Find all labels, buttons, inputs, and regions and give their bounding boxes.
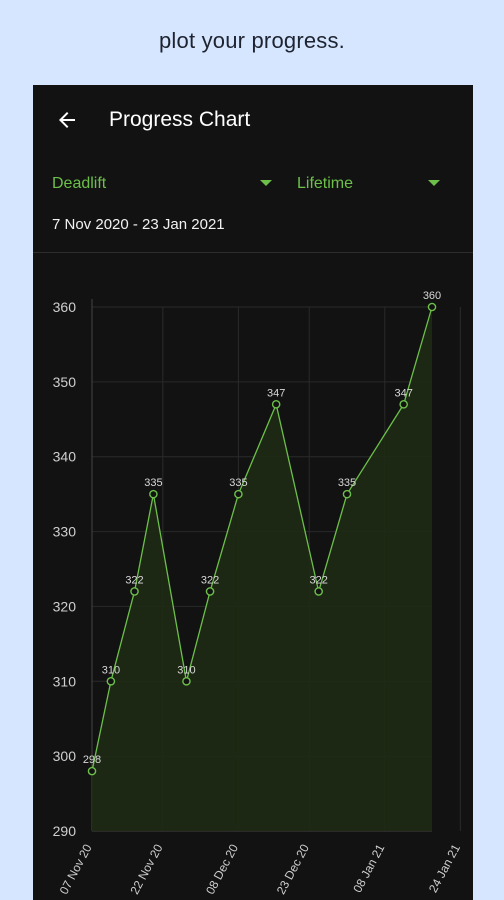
data-point — [106, 676, 116, 686]
data-label: 335 — [229, 477, 247, 489]
y-tick-label: 330 — [53, 524, 77, 540]
promo-caption: plot your progress. — [159, 28, 345, 53]
data-label: 322 — [309, 574, 327, 586]
x-tick-label: 08 Dec 20 — [203, 842, 241, 897]
y-tick-label: 290 — [53, 823, 77, 839]
data-label: 298 — [83, 754, 101, 766]
data-point — [314, 587, 323, 596]
triangle-down-icon — [428, 180, 440, 186]
data-point — [399, 400, 408, 409]
data-label: 347 — [267, 387, 285, 399]
series-line — [91, 306, 433, 772]
data-point — [182, 676, 191, 686]
data-point — [234, 489, 243, 499]
y-tick-label: 300 — [53, 748, 77, 764]
period-dropdown[interactable]: Lifetime — [297, 171, 447, 197]
app-bar: Progress Chart — [33, 85, 473, 155]
back-button[interactable] — [47, 103, 87, 137]
data-point — [87, 766, 97, 776]
data-label: 360 — [423, 290, 441, 302]
x-tick-label: 08 Jan 21 — [350, 842, 387, 895]
arrow-left-icon — [59, 112, 75, 128]
x-tick-label: 24 Jan 21 — [426, 842, 463, 895]
data-label: 347 — [394, 387, 412, 399]
data-label: 335 — [338, 477, 356, 489]
y-tick-label: 310 — [53, 673, 77, 689]
data-label: 322 — [125, 574, 143, 586]
data-point — [130, 587, 139, 596]
x-tick-label: 23 Dec 20 — [274, 842, 312, 897]
data-label: 335 — [144, 477, 162, 489]
data-point — [342, 489, 352, 499]
data-point — [205, 587, 215, 596]
data-label: 322 — [201, 574, 219, 586]
y-tick-label: 340 — [53, 449, 77, 465]
data-point — [427, 302, 437, 312]
exercise-dropdown[interactable]: Deadlift — [52, 171, 277, 197]
data-point — [149, 489, 158, 499]
area-fill — [92, 307, 432, 831]
data-point — [271, 400, 281, 409]
app-screen: Progress Chart Deadlift Lifetime 7 Nov 2… — [33, 85, 473, 900]
y-tick-label: 320 — [53, 598, 77, 614]
x-tick-label: 07 Nov 20 — [57, 842, 95, 897]
divider — [33, 252, 473, 253]
date-range: 7 Nov 2020 - 23 Jan 2021 — [52, 216, 225, 233]
page-title: Progress Chart — [109, 108, 251, 131]
y-tick-label: 350 — [53, 374, 77, 390]
period-dropdown-label: Lifetime — [297, 175, 354, 192]
x-tick-label: 22 Nov 20 — [127, 842, 165, 897]
y-tick-label: 360 — [53, 299, 77, 315]
data-label: 310 — [102, 664, 120, 676]
exercise-dropdown-label: Deadlift — [52, 175, 107, 192]
progress-chart: 290 300 310 320 330 340 350 360 07 Nov 20 22 Nov … — [53, 290, 463, 897]
triangle-down-icon — [260, 180, 272, 186]
data-label: 310 — [177, 664, 195, 676]
